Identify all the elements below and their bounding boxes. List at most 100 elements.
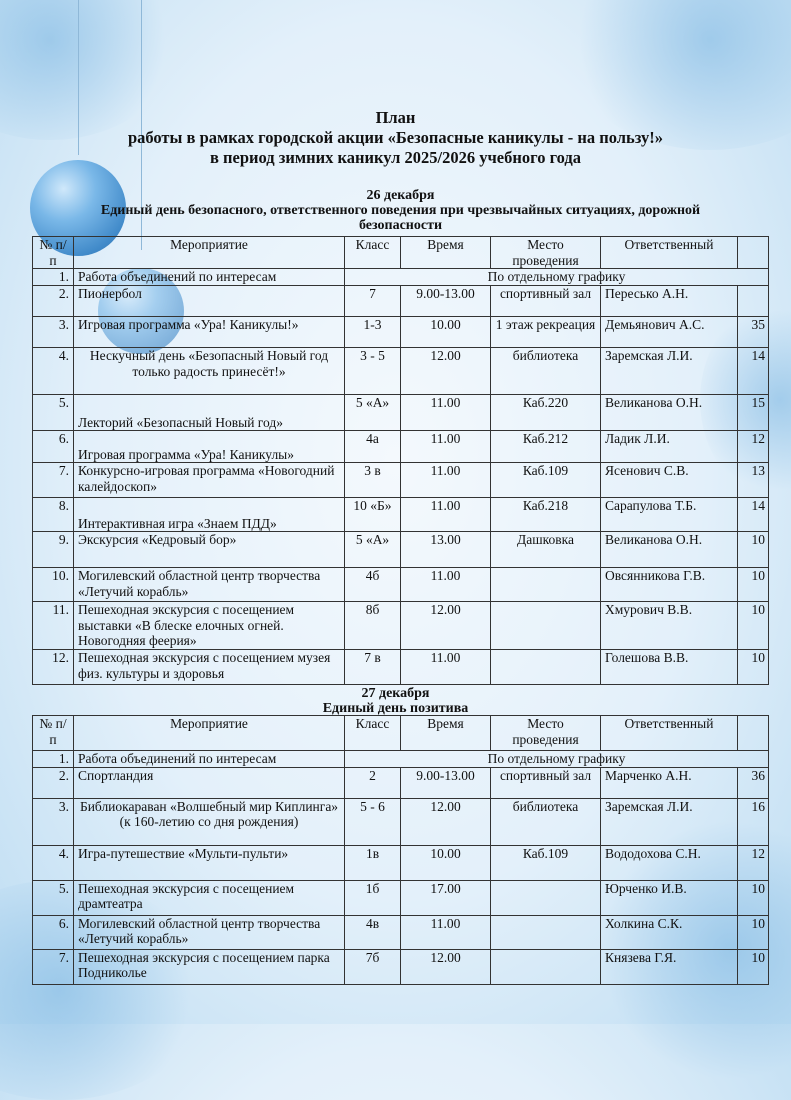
responsible-cell: Холкина С.К. — [600, 914, 738, 950]
event-name: Интерактивная игра «Знаем ПДД» — [73, 497, 345, 532]
participants-count-cell: 15 — [737, 394, 769, 431]
event-name: Игра-путешествие «Мульти-пульти» — [73, 844, 345, 881]
table-row: 4. Нескучный день «Безопасный Новый год т… — [32, 347, 769, 395]
grade-cell: 1-3 — [344, 316, 401, 348]
time-cell: 12.00 — [400, 948, 491, 985]
table-row: 8. Интерактивная игра «Знаем ПДД» 10 «Б» 11… — [32, 497, 769, 532]
responsible-cell: Ясенович С.В. — [600, 462, 738, 498]
grade-cell: 5 «А» — [344, 394, 401, 431]
participants-count-cell: 10 — [737, 531, 769, 568]
event-name: Работа объединений по интересам — [73, 750, 345, 768]
grade-cell: 4б — [344, 567, 401, 602]
merged-schedule-note: По отдельному графику — [344, 750, 769, 768]
column-header — [737, 236, 769, 269]
participants-count-cell: 10 — [737, 879, 769, 916]
row-number: 4. — [32, 347, 74, 395]
event-name: Игровая программа «Ура! Каникулы» — [73, 430, 345, 463]
section-date: 27 декабря — [361, 686, 430, 701]
participants-count-cell: 10 — [737, 649, 769, 685]
row-number: 5. — [32, 879, 74, 916]
table-row: 3. Игровая программа «Ура! Каникулы!» 1-3 1… — [32, 316, 769, 348]
responsible-cell: Заремская Л.И. — [600, 797, 738, 846]
column-header: Ответственный — [600, 236, 738, 269]
responsible-cell: Князева Г.Я. — [600, 948, 738, 985]
row-number: 3. — [32, 316, 74, 348]
time-cell: 11.00 — [400, 430, 491, 463]
column-header: Мероприятие — [73, 236, 345, 269]
participants-count-cell: 12 — [737, 844, 769, 881]
table-row: 2. Пионербол 7 9.00-13.00 спортивный зал Пере… — [32, 285, 769, 317]
responsible-cell: Демьянович А.С. — [600, 316, 738, 348]
responsible-cell: Хмурович В.В. — [600, 601, 738, 650]
grade-cell: 7б — [344, 948, 401, 985]
grade-cell: 3 в — [344, 462, 401, 498]
responsible-cell: Пересько А.Н. — [600, 285, 738, 317]
grade-cell: 8б — [344, 601, 401, 650]
table-row: 5. Лекторий «Безопасный Новый год» 5 «А» 11… — [32, 394, 769, 431]
event-name: Пешеходная экскурсия с посещением драмте… — [73, 879, 345, 916]
row-number: 6. — [32, 430, 74, 463]
place-cell: спортивный зал — [490, 766, 601, 799]
section-heading: 27 декабря Единый день позитива — [0, 686, 791, 716]
responsible-cell: Великанова О.Н. — [600, 394, 738, 431]
participants-count-cell: 14 — [737, 347, 769, 395]
participants-count-cell: 12 — [737, 430, 769, 463]
time-cell: 10.00 — [400, 316, 491, 348]
event-name: Нескучный день «Безопасный Новый год тол… — [73, 347, 345, 395]
place-cell — [490, 601, 601, 650]
table-header-row: № п/п Мероприятие Класс Время Место проведен… — [32, 715, 769, 751]
table-row: 3. Библиокараван «Волшебный мир Киплинга»… — [32, 797, 769, 846]
section-theme: Единый день позитива — [322, 701, 469, 716]
column-header — [737, 715, 769, 751]
row-number: 12. — [32, 649, 74, 685]
row-number: 2. — [32, 285, 74, 317]
section-heading: 26 декабря Единый день безопасного, ответ… — [60, 188, 741, 233]
schedule-table: № п/п Мероприятие Класс Время Место проведен… — [32, 715, 769, 985]
time-cell: 11.00 — [400, 497, 491, 532]
responsible-cell: Овсянникова Г.В. — [600, 567, 738, 602]
column-header: № п/п — [32, 715, 74, 751]
event-name: Пионербол — [73, 285, 345, 317]
participants-count-cell: 16 — [737, 797, 769, 846]
place-cell: Каб.212 — [490, 430, 601, 463]
responsible-cell: Ладик Л.И. — [600, 430, 738, 463]
time-cell: 11.00 — [400, 462, 491, 498]
participants-count-cell: 36 — [737, 766, 769, 799]
grade-cell: 2 — [344, 766, 401, 799]
grade-cell: 3 - 5 — [344, 347, 401, 395]
responsible-cell: Великанова О.Н. — [600, 531, 738, 568]
column-header: Класс — [344, 236, 401, 269]
grade-cell: 1в — [344, 844, 401, 881]
event-name: Игровая программа «Ура! Каникулы!» — [73, 316, 345, 348]
table-row: 11. Пешеходная экскурсия с посещением выс… — [32, 601, 769, 650]
event-name: Пешеходная экскурсия с посещением музея … — [73, 649, 345, 685]
table-row: 5. Пешеходная экскурсия с посещением драм… — [32, 879, 769, 916]
row-number: 9. — [32, 531, 74, 568]
place-cell: спортивный зал — [490, 285, 601, 317]
table-row: 9. Экскурсия «Кедровый бор» 5 «А» 13.00 Дашк… — [32, 531, 769, 568]
participants-count-cell: 10 — [737, 948, 769, 985]
grade-cell: 7 в — [344, 649, 401, 685]
place-cell: библиотека — [490, 797, 601, 846]
time-cell: 11.00 — [400, 567, 491, 602]
event-name: Могилевский областной центр творчества «… — [73, 567, 345, 602]
place-cell: Каб.109 — [490, 462, 601, 498]
row-number: 5. — [32, 394, 74, 431]
table-row: 1. Работа объединений по интересам По отде… — [32, 750, 769, 768]
page-title: План работы в рамках городской акции «Бе… — [0, 108, 791, 168]
participants-count-cell: 10 — [737, 914, 769, 950]
title-line-3: в период зимних каникул 2025/2026 учебно… — [209, 148, 582, 167]
grade-cell: 7 — [344, 285, 401, 317]
responsible-cell: Голешова В.В. — [600, 649, 738, 685]
time-cell: 17.00 — [400, 879, 491, 916]
responsible-cell: Вододохова С.Н. — [600, 844, 738, 881]
column-header: Время — [400, 715, 491, 751]
responsible-cell: Юрченко И.В. — [600, 879, 738, 916]
event-name: Спортландия — [73, 766, 345, 799]
grade-cell: 5 - 6 — [344, 797, 401, 846]
place-cell: Дашковка — [490, 531, 601, 568]
title-line-2: работы в рамках городской акции «Безопас… — [127, 128, 664, 147]
place-cell — [490, 649, 601, 685]
event-name: Библиокараван «Волшебный мир Киплинга» (… — [73, 797, 345, 846]
place-cell: Каб.220 — [490, 394, 601, 431]
